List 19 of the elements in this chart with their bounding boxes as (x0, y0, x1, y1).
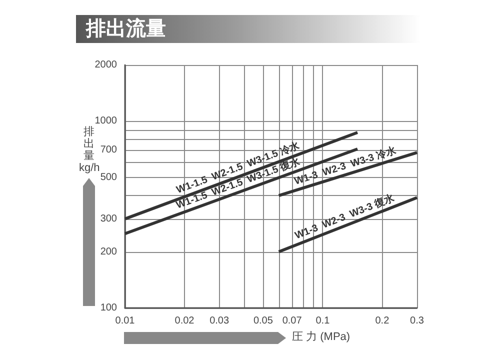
text: W1-3 W2-3 W3-3 復水 (293, 192, 397, 242)
chart-title: 排出流量 (86, 16, 166, 42)
y-tick-label: 1000 (94, 116, 118, 127)
y-tick-label: 700 (100, 144, 118, 156)
y-axis-title: 排出量 kg/h (79, 126, 100, 174)
x-tick-label: 0.3 (410, 316, 424, 326)
y-tick-label: 2000 (94, 60, 118, 70)
x-tick-label: 0.2 (375, 316, 390, 326)
y-tick-label: 100 (100, 302, 118, 314)
x-tick-label: 0.1 (316, 316, 330, 326)
y-tick-label: 300 (100, 213, 118, 224)
y-tick-label: 200 (100, 246, 118, 258)
x-axis-title: 圧 力 (MPa) (292, 330, 350, 344)
y-tick-label: 500 (100, 172, 118, 183)
x-tick-label: 0.05 (253, 316, 274, 326)
x-tick-label: 0.02 (174, 316, 195, 326)
x-tick-label: 0.07 (282, 316, 302, 326)
x-tick-label: 0.03 (210, 316, 230, 326)
x-tick-label: 0.01 (115, 316, 136, 326)
